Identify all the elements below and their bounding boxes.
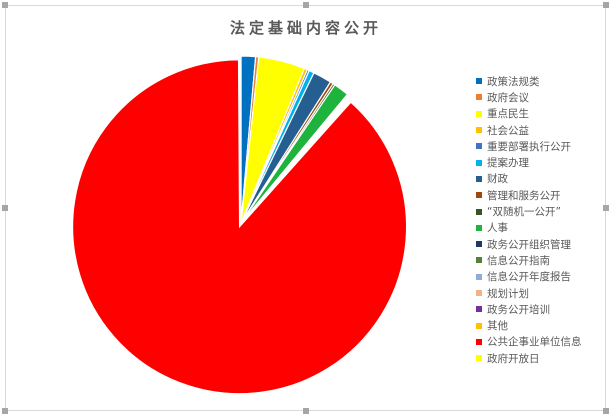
resize-handle[interactable] [2,408,8,414]
legend-swatch [476,290,482,296]
legend-item[interactable]: 信息公开年度报告 [476,269,582,285]
legend-swatch [476,175,482,182]
legend-item[interactable]: 财政 [476,171,582,187]
legend-item[interactable]: 政府开放日 [476,350,582,366]
legend-swatch [476,208,482,215]
legend-swatch [476,273,482,280]
legend-label: 重要部署执行公开 [487,140,571,153]
resize-handle[interactable] [2,2,8,8]
legend-label: 信息公开年度报告 [487,271,571,284]
legend-item[interactable]: 政策法规类 [476,73,582,89]
resize-handle[interactable] [303,2,309,8]
legend-item[interactable]: 提案办理 [476,154,582,170]
resize-handle[interactable] [2,205,8,211]
legend-item[interactable]: 政务公开培训 [476,301,582,317]
legend-swatch [476,127,482,134]
pie-slice-16[interactable] [240,96,354,224]
legend-label: 管理和服务公开 [487,189,561,202]
legend-swatch [476,110,482,117]
legend-label: 政府会议 [487,91,529,104]
resize-handle[interactable] [603,2,609,8]
legend-item[interactable]: 人事 [476,220,582,236]
resize-handle[interactable] [603,205,609,211]
resize-handle[interactable] [603,408,609,414]
legend-item[interactable]: “双随机一公开” [476,203,582,219]
legend-label: 政务公开组织管理 [487,238,571,251]
legend-label: 其他 [487,320,508,333]
legend-label: “双随机一公开” [487,206,561,219]
legend-item[interactable]: 社会公益 [476,122,582,138]
pie-slice-17[interactable] [72,59,408,395]
chart-title: 法定基础内容公开 [229,19,382,37]
legend-label: 财政 [487,173,508,186]
legend-swatch [476,338,482,345]
legend-label: 社会公益 [487,124,529,137]
legend-item[interactable]: 公共企事业单位信息 [476,334,582,350]
legend-label: 提案办理 [487,157,529,170]
legend-item[interactable]: 规划计划 [476,285,582,301]
legend-label: 规划计划 [487,287,529,300]
legend-swatch [476,322,482,329]
legend-label: 信息公开指南 [487,254,550,267]
resize-handle[interactable] [303,408,309,414]
legend-swatch [476,355,482,362]
legend-swatch [476,78,482,85]
legend-item[interactable]: 政务公开组织管理 [476,236,582,252]
legend-item[interactable]: 信息公开指南 [476,252,582,268]
legend-swatch [476,306,482,313]
legend-swatch [476,224,482,231]
legend: 政策法规类政府会议重点民生社会公益重要部署执行公开 提案办理财政管理和服务公开 “双… [476,73,582,366]
legend-item[interactable]: 其他 [476,317,582,333]
legend-label: 政务公开培训 [487,303,550,316]
legend-label: 政策法规类 [487,75,540,88]
pie-slice-18[interactable] [239,55,242,224]
legend-label: 人事 [487,222,508,235]
legend-swatch [476,257,482,264]
legend-swatch [476,241,482,248]
legend-item[interactable]: 管理和服务公开 [476,187,582,203]
legend-item[interactable]: 重要部署执行公开 [476,138,582,154]
legend-label: 公共企事业单位信息 [487,336,582,349]
legend-item[interactable]: 政府会议 [476,89,582,105]
legend-swatch [476,94,482,101]
legend-swatch [476,192,482,199]
legend-swatch [476,159,482,166]
legend-label: 政府开放日 [487,352,540,365]
legend-swatch [476,143,482,150]
legend-label: 重点民生 [487,108,529,121]
legend-item[interactable]: 重点民生 [476,106,582,122]
